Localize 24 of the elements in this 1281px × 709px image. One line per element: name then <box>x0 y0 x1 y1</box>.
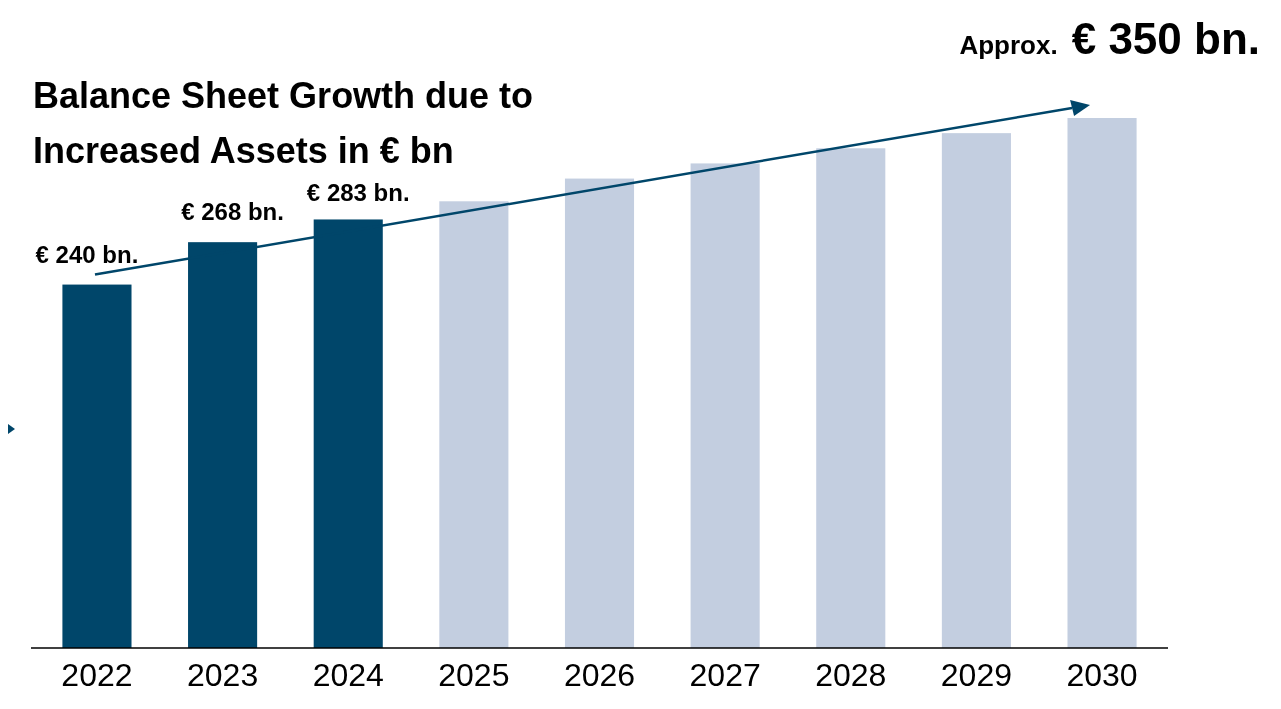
x-tick-label: 2028 <box>815 657 887 693</box>
x-tick-label: 2024 <box>312 657 384 693</box>
data-label: € 268 bn. <box>181 198 284 226</box>
x-tick-label: 2026 <box>563 657 636 693</box>
x-tick-label: 2025 <box>438 657 510 693</box>
bar <box>188 242 258 648</box>
bar <box>313 219 383 648</box>
bar <box>816 148 886 648</box>
bar <box>941 133 1011 648</box>
data-label: € 240 bn. <box>35 240 139 268</box>
bar <box>564 178 635 648</box>
x-tick-label: 2029 <box>940 657 1012 693</box>
bar <box>690 163 760 648</box>
bar <box>439 201 509 648</box>
x-tick-label: 2022 <box>61 657 133 693</box>
bar <box>62 284 132 648</box>
text: Approx. <box>959 30 1058 60</box>
x-tick-label: 2027 <box>689 657 761 693</box>
data-label: € 283 bn. <box>306 179 410 207</box>
chart-title: Balance Sheet Growth due to Increased Assets in € bn <box>33 75 534 171</box>
bar <box>1067 118 1137 648</box>
x-tick-label: 2023 <box>187 657 259 693</box>
text: € 350 bn. <box>1071 14 1260 63</box>
x-tick-label: 2030 <box>1066 657 1138 693</box>
